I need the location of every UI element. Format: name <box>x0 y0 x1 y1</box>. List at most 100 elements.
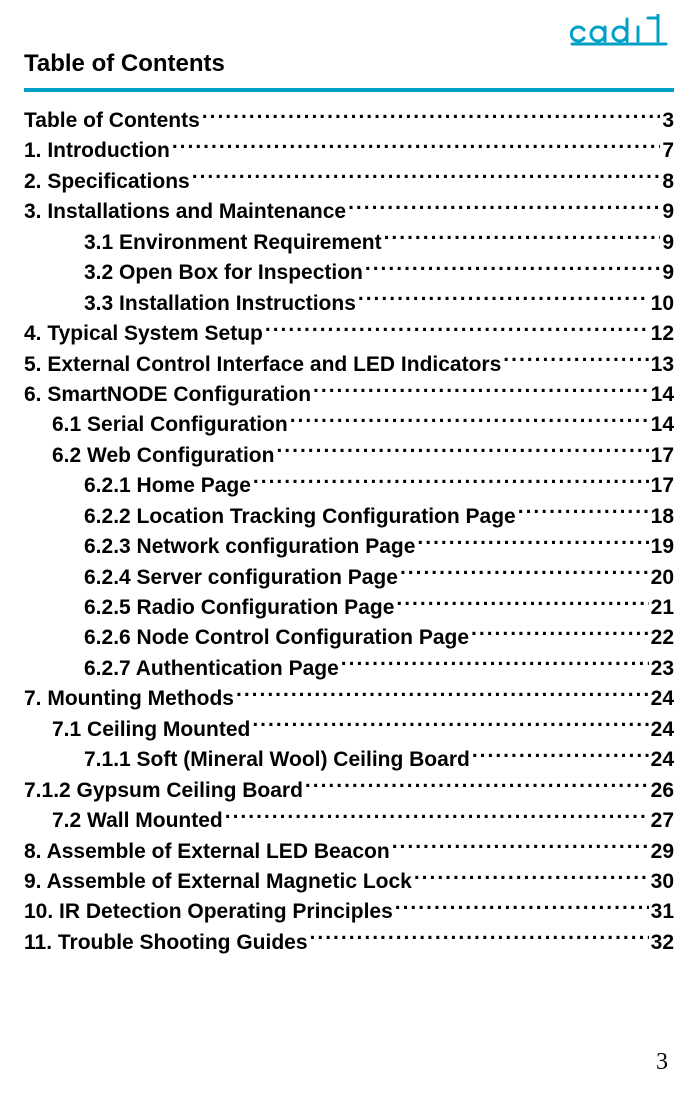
toc-entry: 6.2.7 Authentication Page 23 <box>24 654 674 684</box>
toc-entry: 6.2.3 Network configuration Page 19 <box>24 532 674 562</box>
toc-entry-page: 13 <box>651 350 674 380</box>
toc-entry: 5. External Control Interface and LED In… <box>24 350 674 380</box>
toc-entry: 10. IR Detection Operating Principles 31 <box>24 897 674 927</box>
toc-entry-page: 7 <box>662 136 674 166</box>
toc-entry: 6.1 Serial Configuration 14 <box>24 410 674 440</box>
toc-entry-page: 31 <box>651 897 674 927</box>
toc-entry: 1. Introduction 7 <box>24 136 674 166</box>
toc-entry-title: 6.2.5 Radio Configuration Page <box>84 593 394 623</box>
toc-leader-dots <box>290 410 649 431</box>
toc-entry-title: 6.2.6 Node Control Configuration Page <box>84 623 469 653</box>
toc-entry: 6.2.2 Location Tracking Configuration Pa… <box>24 502 674 532</box>
toc-entry: 6.2.4 Server configuration Page 20 <box>24 563 674 593</box>
divider <box>24 88 674 92</box>
toc-entry-title: 11. Trouble Shooting Guides <box>24 928 308 958</box>
toc-entry-page: 17 <box>651 441 674 471</box>
toc-entry: 3.2 Open Box for Inspection9 <box>24 258 674 288</box>
toc-entry: 6.2.5 Radio Configuration Page 21 <box>24 593 674 623</box>
toc-entry-title: 4. Typical System Setup <box>24 319 263 349</box>
toc-entry-page: 27 <box>651 806 674 836</box>
toc-leader-dots <box>384 228 661 249</box>
toc-entry: 7.1.1 Soft (Mineral Wool) Ceiling Board 2… <box>24 745 674 775</box>
table-of-contents: Table of Contents31. Introduction72. Spe… <box>24 106 674 958</box>
toc-entry: 2. Specifications 8 <box>24 167 674 197</box>
toc-entry-title: 7.1.2 Gypsum Ceiling Board <box>24 776 303 806</box>
toc-entry-title: 7. Mounting Methods <box>24 684 234 714</box>
toc-leader-dots <box>400 563 649 584</box>
toc-entry-title: 6.1 Serial Configuration <box>52 410 288 440</box>
toc-entry-page: 24 <box>651 715 674 745</box>
toc-entry-title: 6.2 Web Configuration <box>52 441 274 471</box>
toc-entry-title: 7.2 Wall Mounted <box>52 806 223 836</box>
toc-entry-page: 21 <box>651 593 674 623</box>
toc-leader-dots <box>417 532 648 553</box>
toc-entry-title: 5. External Control Interface and LED In… <box>24 350 501 380</box>
toc-entry: 6.2 Web Configuration 17 <box>24 441 674 471</box>
toc-entry-title: 6.2.4 Server configuration Page <box>84 563 398 593</box>
toc-entry: 7.1.2 Gypsum Ceiling Board26 <box>24 776 674 806</box>
toc-leader-dots <box>310 928 649 949</box>
toc-leader-dots <box>313 380 649 401</box>
toc-entry-title: 6.2.2 Location Tracking Configuration Pa… <box>84 502 516 532</box>
toc-entry-title: 6.2.1 Home Page <box>84 471 251 501</box>
toc-entry-page: 19 <box>651 532 674 562</box>
toc-entry-title: 10. IR Detection Operating Principles <box>24 897 393 927</box>
toc-leader-dots <box>358 289 649 310</box>
toc-leader-dots <box>414 867 649 888</box>
page-number: 3 <box>656 1049 668 1076</box>
toc-entry-title: 6.2.7 Authentication Page <box>84 654 339 684</box>
toc-entry-title: 3. Installations and Maintenance <box>24 197 346 227</box>
toc-entry-title: 3.2 Open Box for Inspection <box>84 258 363 288</box>
toc-entry-title: 8. Assemble of External LED Beacon <box>24 837 390 867</box>
toc-entry-page: 24 <box>651 745 674 775</box>
toc-entry: 7.1 Ceiling Mounted 24 <box>24 715 674 745</box>
toc-leader-dots <box>395 897 649 918</box>
toc-entry-title: 2. Specifications <box>24 167 190 197</box>
toc-entry: 7.2 Wall Mounted 27 <box>24 806 674 836</box>
toc-entry-page: 20 <box>651 563 674 593</box>
toc-leader-dots <box>276 441 648 462</box>
toc-entry-title: 6.2.3 Network configuration Page <box>84 532 415 562</box>
toc-entry-page: 22 <box>651 623 674 653</box>
toc-leader-dots <box>192 167 661 188</box>
toc-leader-dots <box>172 136 660 157</box>
toc-entry-title: 1. Introduction <box>24 136 170 166</box>
toc-entry-title: 7.1 Ceiling Mounted <box>52 715 250 745</box>
toc-entry-page: 14 <box>651 380 674 410</box>
toc-entry: 6.2.6 Node Control Configuration Page 22 <box>24 623 674 653</box>
toc-leader-dots <box>348 197 660 218</box>
toc-entry-page: 3 <box>662 106 674 136</box>
toc-entry: 3.3 Installation Instructions 10 <box>24 289 674 319</box>
toc-leader-dots <box>265 319 649 340</box>
toc-leader-dots <box>225 806 649 827</box>
toc-entry-page: 9 <box>662 228 674 258</box>
toc-entry-title: 7.1.1 Soft (Mineral Wool) Ceiling Board <box>84 745 470 775</box>
toc-entry: 7. Mounting Methods 24 <box>24 684 674 714</box>
toc-entry-page: 30 <box>651 867 674 897</box>
toc-entry-page: 14 <box>651 410 674 440</box>
toc-entry-page: 32 <box>651 928 674 958</box>
toc-leader-dots <box>202 106 661 127</box>
toc-entry: 9. Assemble of External Magnetic Lock30 <box>24 867 674 897</box>
page-title: Table of Contents <box>24 50 674 78</box>
toc-leader-dots <box>365 258 660 279</box>
toc-entry: 8. Assemble of External LED Beacon 29 <box>24 837 674 867</box>
toc-entry-page: 17 <box>651 471 674 501</box>
toc-leader-dots <box>341 654 649 675</box>
toc-entry-title: 3.3 Installation Instructions <box>84 289 356 319</box>
toc-entry-page: 23 <box>651 654 674 684</box>
toc-leader-dots <box>305 776 649 797</box>
toc-leader-dots <box>252 715 648 736</box>
toc-entry: 3. Installations and Maintenance 9 <box>24 197 674 227</box>
toc-entry: 4. Typical System Setup12 <box>24 319 674 349</box>
toc-leader-dots <box>236 684 649 705</box>
toc-entry-title: 6. SmartNODE Configuration <box>24 380 311 410</box>
toc-leader-dots <box>392 837 649 858</box>
toc-leader-dots <box>471 623 649 644</box>
toc-entry: Table of Contents3 <box>24 106 674 136</box>
toc-entry-page: 10 <box>651 289 674 319</box>
toc-entry-page: 24 <box>651 684 674 714</box>
toc-entry-page: 29 <box>651 837 674 867</box>
toc-entry-page: 8 <box>662 167 674 197</box>
toc-entry-page: 9 <box>662 197 674 227</box>
